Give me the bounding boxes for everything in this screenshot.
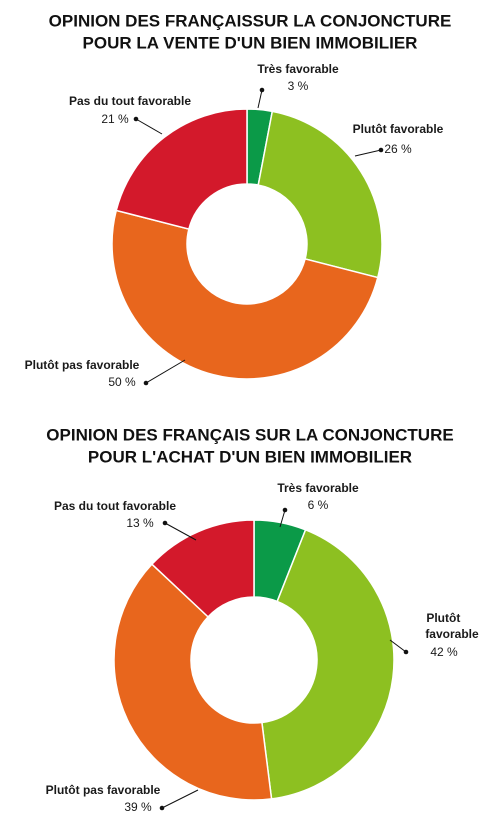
leader-line [145, 359, 186, 384]
leader-dot [282, 507, 288, 513]
value-label: 42 % [430, 645, 458, 659]
donut-slice [113, 563, 273, 801]
donut-slice [111, 209, 379, 380]
leader-dot [162, 520, 168, 526]
chart-title: OPINION DES FRANÇAIS SUR LA CONJONCTURE [46, 425, 453, 444]
leader-dot [133, 116, 139, 122]
value-label: 13 % [126, 516, 154, 530]
donut-slice [257, 110, 383, 279]
leader-dot [378, 147, 384, 153]
leader-line [257, 89, 263, 109]
chart-title: POUR L'ACHAT D'UN BIEN IMMOBILIER [88, 447, 412, 466]
leader-line [354, 149, 382, 157]
slice-label: Très favorable [277, 481, 359, 495]
slice-label: Plutôt pas favorable [46, 783, 161, 797]
leader-line [161, 789, 199, 809]
value-label: 39 % [124, 800, 152, 814]
leader-line [164, 522, 197, 541]
slice-label: Pas du tout favorable [54, 499, 176, 513]
donut-slice [261, 528, 395, 800]
value-label: 50 % [108, 375, 136, 389]
value-label: 21 % [101, 112, 129, 126]
value-label: 26 % [384, 142, 412, 156]
slice-label: Plutôt pas favorable [25, 358, 140, 372]
chart-title: POUR LA VENTE D'UN BIEN IMMOBILIER [83, 33, 418, 52]
slice-label: Pas du tout favorable [69, 94, 191, 108]
leader-dot [159, 805, 165, 811]
value-label: 3 % [288, 79, 309, 93]
leader-line [279, 509, 286, 528]
value-label: 6 % [308, 498, 329, 512]
leader-line [389, 639, 407, 653]
slice-label: Plutôt favorable [353, 122, 444, 136]
donut-slice [150, 519, 255, 618]
leader-dot [143, 380, 149, 386]
leader-line [135, 118, 163, 135]
slice-label: Plutôt favorable [425, 611, 479, 641]
chart-title: OPINION DES FRANÇAISSUR LA CONJONCTURE [49, 11, 452, 30]
donut-slice [115, 108, 248, 230]
slice-label: Très favorable [257, 62, 339, 76]
leader-dot [403, 649, 409, 655]
leader-dot [259, 87, 265, 93]
